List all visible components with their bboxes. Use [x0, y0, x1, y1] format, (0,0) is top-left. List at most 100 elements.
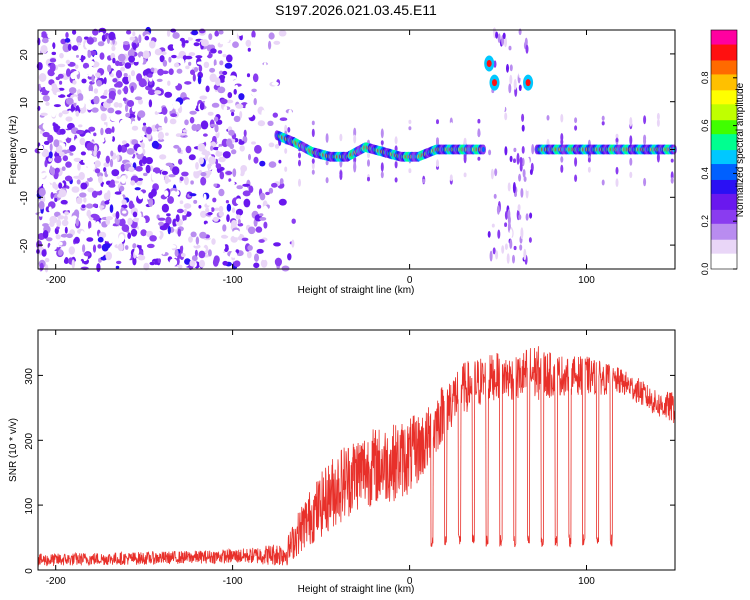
noise-cell	[78, 100, 85, 109]
x-tick-label: -100	[223, 576, 243, 587]
gap-noise-cell	[521, 87, 525, 98]
streak-cell	[629, 117, 633, 127]
noise-cell	[116, 154, 120, 162]
streak-cell	[560, 156, 564, 163]
noise-cell	[78, 44, 84, 53]
colorbar-cell	[711, 123, 737, 127]
colorbar-cell	[711, 183, 737, 186]
colorbar-cell	[711, 121, 737, 125]
colorbar-cell	[711, 237, 737, 240]
noise-cell	[86, 90, 95, 100]
streak-cell	[477, 128, 481, 138]
noise-cell	[146, 126, 152, 135]
noise-cell	[76, 54, 79, 58]
noise-cell	[163, 222, 170, 228]
noise-cell	[93, 186, 102, 192]
noise-cell	[230, 109, 235, 113]
noise-cell	[161, 246, 166, 255]
noise-cell	[159, 55, 165, 63]
colorbar-cell	[711, 243, 737, 246]
noise-cell	[188, 52, 196, 57]
noise-cell	[222, 70, 228, 76]
y-tick-label: 10	[19, 97, 30, 109]
noise-cell	[195, 162, 199, 170]
colorbar-cell	[711, 177, 737, 180]
colorbar-ticks: 0.0 0.2 0.4 0.6 0.8	[700, 72, 737, 275]
streak-cell	[311, 169, 315, 175]
noise-cell	[50, 167, 56, 176]
noise-cell	[177, 228, 182, 237]
noise-cell	[222, 160, 229, 166]
colorbar-cell	[711, 139, 737, 143]
noise-cell	[226, 203, 232, 212]
noise-cell	[218, 205, 224, 213]
noise-cell	[74, 138, 79, 145]
colorbar-cell	[711, 163, 737, 167]
gap-noise-cell	[520, 227, 524, 240]
noise-cell	[42, 223, 49, 227]
noise-cell	[97, 248, 105, 257]
noise-cell	[222, 224, 227, 232]
streak-cell	[353, 161, 357, 172]
noise-cell	[104, 200, 110, 205]
streak-cell	[463, 153, 467, 164]
colorbar-cell	[711, 45, 737, 49]
noise-cell	[41, 149, 50, 158]
noise-cell	[137, 146, 143, 155]
noise-cell	[94, 160, 101, 168]
noise-cell	[232, 229, 240, 238]
noise-cell	[263, 221, 268, 229]
snr-ticks: -200 -100 0 100 0 100 200 300	[24, 330, 675, 587]
noise-cell	[120, 164, 126, 172]
noise-cell	[137, 110, 146, 118]
noise-cell	[156, 214, 160, 220]
noise-cell	[65, 31, 69, 39]
noise-cell	[48, 206, 52, 212]
noise-cell	[172, 80, 179, 87]
colorbar-cell	[711, 49, 737, 53]
gap-noise-cell	[502, 103, 505, 113]
noise-cell	[70, 106, 76, 112]
noise-cell	[162, 241, 171, 246]
noise-cell	[247, 245, 253, 251]
noise-cell	[76, 35, 83, 44]
noise-cell	[121, 199, 127, 205]
noise-cell	[207, 249, 212, 257]
colorbar-cell	[711, 263, 737, 266]
streak-cell	[615, 133, 619, 139]
noise-cell	[73, 71, 79, 75]
noise-cell	[61, 166, 66, 171]
noise-cell	[199, 247, 206, 252]
colorbar-cell	[711, 67, 737, 71]
noise-cell	[100, 127, 104, 136]
colorbar-cell	[711, 137, 737, 141]
noise-cell	[36, 90, 41, 98]
noise-cell	[62, 240, 67, 247]
noise-cell	[115, 110, 122, 115]
gap-noise-cell	[514, 220, 518, 225]
noise-cell	[275, 121, 282, 129]
noise-cell	[221, 244, 226, 250]
gap-noise-cell	[525, 44, 529, 54]
gap-noise-cell	[504, 222, 508, 227]
noise-cell	[226, 138, 233, 147]
gap-noise-cell	[504, 37, 507, 48]
noise-cell	[92, 244, 97, 253]
noise-cell	[169, 118, 177, 125]
noise-cell	[116, 176, 120, 180]
colorbar-cell	[711, 239, 737, 242]
noise-cell	[271, 182, 278, 188]
streak-cell	[284, 124, 288, 133]
noise-cell	[152, 167, 161, 174]
noise-cell	[260, 259, 268, 268]
gap-noise-cell	[518, 214, 522, 220]
streak-cell	[311, 161, 315, 170]
noise-cell	[127, 217, 133, 226]
noise-cell	[83, 197, 87, 203]
noise-cell	[233, 160, 240, 164]
noise-cell	[212, 94, 217, 103]
noise-cell	[208, 156, 216, 165]
noise-cell	[125, 104, 129, 113]
noise-cell	[238, 93, 245, 101]
gap-noise-cell	[504, 243, 508, 250]
